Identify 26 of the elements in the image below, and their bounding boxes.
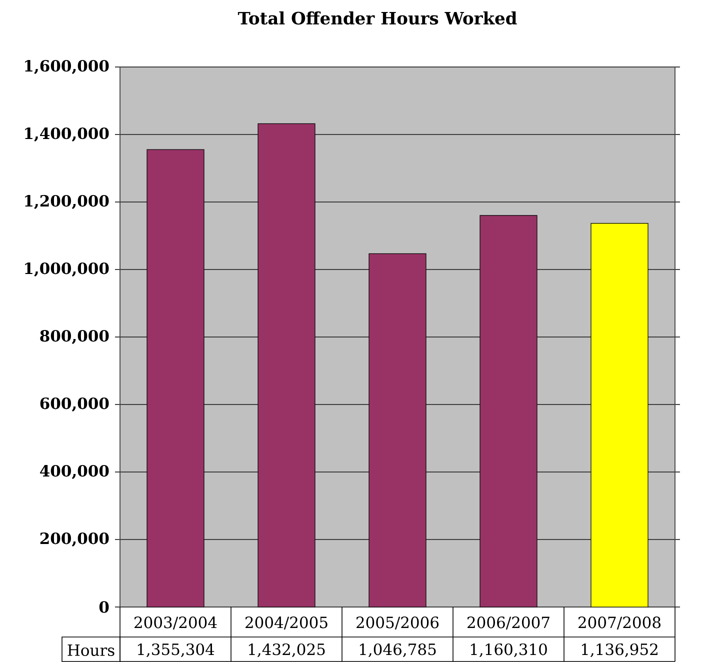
y-tick-label: 0 (99, 601, 109, 613)
bar (368, 253, 426, 608)
y-tick-label: 800,000 (40, 330, 109, 344)
bar (590, 222, 648, 608)
bar (480, 215, 538, 608)
y-tick-label: 1,000,000 (25, 262, 109, 277)
y-tick-label: 200,000 (40, 532, 109, 547)
chart-title: Total Offender Hours Worked (238, 11, 517, 25)
y-tick-label: 600,000 (40, 397, 109, 412)
y-tick-label: 1,600,000 (25, 60, 109, 74)
data-label: 1,160,310 (470, 643, 547, 658)
y-tick-label: 400,000 (40, 464, 109, 480)
data-label: 1,355,304 (138, 643, 214, 658)
x-tick-label: 2006/2007 (468, 616, 550, 630)
x-tick-label: 2004/2005 (246, 616, 328, 630)
data-label: 1,136,952 (582, 643, 658, 658)
x-tick-label: 2007/2008 (578, 616, 660, 630)
y-tick-label: 1,200,000 (25, 194, 109, 210)
data-label: 1,046,785 (360, 643, 436, 658)
bar (258, 123, 316, 608)
x-tick-label: 2005/2006 (356, 616, 439, 630)
x-tick-label: 2003/2004 (134, 616, 217, 630)
text: Hours (68, 644, 114, 656)
data-label: 1,432,025 (248, 643, 325, 658)
bar (146, 149, 204, 608)
y-tick-label: 1,400,000 (25, 127, 109, 142)
